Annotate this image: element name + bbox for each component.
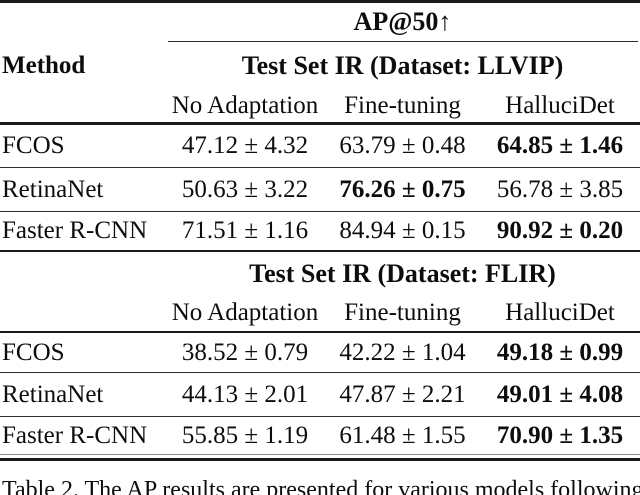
- section-separator-rule: [0, 250, 640, 252]
- metric-header: AP@50↑: [353, 7, 452, 36]
- method-cell: RetinaNet: [2, 175, 104, 203]
- table-caption: Table 2. The AP results are presented fo…: [2, 477, 640, 495]
- table-row-llvip-retinanet: RetinaNet 50.63 ± 3.22 76.26 ± 0.75 56.7…: [0, 168, 640, 211]
- column-header-no-adaptation: No Adaptation: [171, 299, 319, 326]
- metric-header-row: AP@50↑: [0, 3, 640, 41]
- header-separator-rule: [0, 122, 640, 125]
- method-column-header: Method: [2, 52, 86, 79]
- value-cell: 71.51 ± 1.16: [181, 217, 309, 244]
- bottom-double-rule-thin: [0, 454, 640, 455]
- table-row-flir-faster-rcnn: Faster R-CNN 55.85 ± 1.19 61.48 ± 1.55 7…: [0, 417, 640, 454]
- row-separator-rule: [0, 167, 640, 168]
- value-cell: 61.48 ± 1.55: [339, 421, 466, 449]
- value-cell: 44.13 ± 2.01: [181, 380, 309, 408]
- column-header-fine-tuning: Fine-tuning: [344, 299, 461, 326]
- column-header-no-adaptation: No Adaptation: [171, 92, 319, 119]
- table-row-llvip-fcos: FCOS 47.12 ± 4.32 63.79 ± 0.48 64.85 ± 1…: [0, 125, 640, 167]
- table-row-flir-fcos: FCOS 38.52 ± 0.79 42.22 ± 1.04 49.18 ± 0…: [0, 333, 640, 372]
- value-cell-best: 49.18 ± 0.99: [496, 338, 624, 366]
- value-cell: 63.79 ± 0.48: [339, 132, 466, 159]
- column-header-hallucidet: HalluciDet: [505, 92, 615, 119]
- section-title-llvip: Test Set IR (Dataset: LLVIP): [241, 51, 564, 80]
- table-row-llvip-faster-rcnn: Faster R-CNN 71.51 ± 1.16 84.94 ± 0.15 9…: [0, 212, 640, 250]
- value-cell-best: 76.26 ± 0.75: [339, 175, 466, 203]
- value-cell: 56.78 ± 3.85: [496, 175, 624, 203]
- value-cell-best: 49.01 ± 4.08: [496, 380, 624, 408]
- section-title-flir: Test Set IR (Dataset: FLIR): [249, 258, 556, 288]
- section-title-row-llvip: Method Test Set IR (Dataset: LLVIP): [0, 42, 640, 90]
- table-row-flir-retinanet: RetinaNet 44.13 ± 2.01 47.87 ± 2.21 49.0…: [0, 373, 640, 416]
- value-cell: 42.22 ± 1.04: [339, 338, 466, 366]
- value-cell: 38.52 ± 0.79: [181, 338, 309, 366]
- value-cell: 50.63 ± 3.22: [181, 175, 309, 203]
- value-cell: 47.12 ± 4.32: [181, 132, 309, 159]
- row-separator-rule: [0, 372, 640, 373]
- method-cell: RetinaNet: [2, 380, 104, 408]
- method-cell: FCOS: [2, 132, 65, 159]
- row-separator-rule: [0, 211, 640, 212]
- bottom-double-rule-thick: [0, 458, 640, 461]
- value-cell: 47.87 ± 2.21: [339, 380, 466, 408]
- value-cell: 84.94 ± 0.15: [339, 217, 466, 244]
- column-header-fine-tuning: Fine-tuning: [344, 92, 461, 119]
- value-cell-best: 90.92 ± 0.20: [496, 217, 624, 244]
- method-cell: Faster R-CNN: [2, 421, 148, 449]
- section-title-row-flir: Test Set IR (Dataset: FLIR): [0, 252, 640, 295]
- value-cell-best: 64.85 ± 1.46: [496, 132, 624, 159]
- value-cell: 55.85 ± 1.19: [181, 421, 309, 449]
- column-header-row-llvip: No Adaptation Fine-tuning HalluciDet: [0, 90, 640, 122]
- metric-underline-rule: [168, 41, 638, 42]
- row-separator-rule: [0, 416, 640, 417]
- method-cell: Faster R-CNN: [2, 217, 148, 244]
- value-cell-best: 70.90 ± 1.35: [496, 421, 624, 449]
- header-separator-rule: [0, 331, 640, 333]
- table-top-rule: [0, 0, 640, 3]
- method-cell: FCOS: [2, 338, 65, 366]
- column-header-row-flir: No Adaptation Fine-tuning HalluciDet: [0, 295, 640, 331]
- column-header-hallucidet: HalluciDet: [505, 299, 615, 326]
